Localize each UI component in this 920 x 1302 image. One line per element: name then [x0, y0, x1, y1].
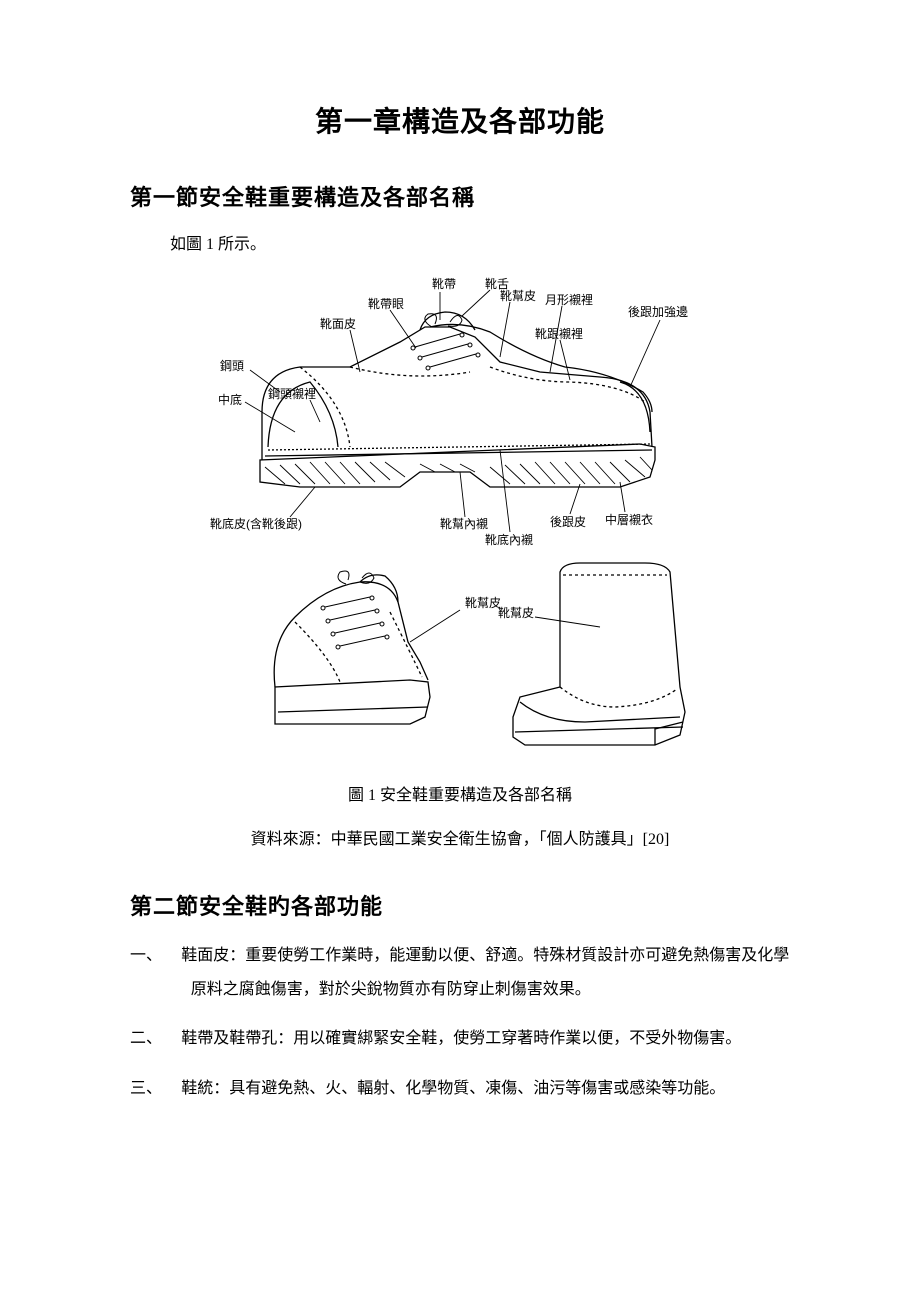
- item-text: 用以確實綁緊安全鞋，使勞工穿著時作業以便，不受外物傷害。: [293, 1030, 741, 1047]
- figure-1-caption: 圖 1 安全鞋重要構造及各部名稱: [130, 781, 790, 805]
- label-moon-lining: 月形襯裡: [545, 292, 593, 307]
- label-midsole: 中底: [218, 392, 242, 407]
- page: 第一章構造及各部功能 第一節安全鞋重要構造及各部名稱 如圖 1 所示。: [0, 0, 920, 1302]
- label-heel-reinforce: 後跟加強邊: [628, 305, 688, 319]
- figure-1-source: 資料來源：中華民國工業安全衛生協會，「個人防護具」[20]: [130, 825, 790, 849]
- list-item: 一、鞋面皮：重要使勞工作業時，能運動以便、舒適。特殊材質設計亦可避免熱傷害及化學…: [130, 939, 790, 1006]
- label-lace: 靴帶: [432, 277, 456, 291]
- label-quarter-2: 靴幫皮: [465, 595, 501, 610]
- item-text: 重要使勞工作業時，能運動以便、舒適。特殊材質設計亦可避免熱傷害及化學原料之腐蝕傷…: [191, 947, 789, 998]
- function-list: 一、鞋面皮：重要使勞工作業時，能運動以便、舒適。特殊材質設計亦可避免熱傷害及化學…: [130, 939, 790, 1105]
- label-sole-inner: 靴底內襯: [485, 532, 533, 547]
- label-steel-toe: 鋼頭: [220, 359, 244, 373]
- item-label: 鞋帶及鞋帶孔：: [181, 1030, 293, 1047]
- label-quarter-inner: 靴幫內襯: [440, 516, 488, 531]
- label-sole-with-heel: 靴底皮(含靴後跟): [210, 516, 302, 531]
- list-item: 二、鞋帶及鞋帶孔：用以確實綁緊安全鞋，使勞工穿著時作業以便，不受外物傷害。: [130, 1022, 790, 1056]
- item-label: 鞋面皮：: [181, 947, 245, 964]
- label-mid-lining: 中層襯衣: [605, 512, 653, 527]
- label-vamp: 靴面皮: [320, 317, 356, 331]
- item-label: 鞋統：: [181, 1080, 229, 1097]
- item-marker: 二、: [130, 1022, 181, 1056]
- label-eyelet: 靴帶眼: [368, 297, 404, 311]
- item-text: 具有避免熱、火、輻射、化學物質、凍傷、油污等傷害或感染等功能。: [229, 1080, 725, 1097]
- section1-intro: 如圖 1 所示。: [130, 230, 790, 254]
- label-steel-toe-lining: 鋼頭襯裡: [268, 386, 316, 401]
- figure-1: 靴帶 靴舌 靴帶眼 靴幫皮 月形襯裡 後跟加強邊 靴面皮 靴跟襯裡 鋼頭 中底 …: [130, 272, 790, 849]
- section1-title: 第一節安全鞋重要構造及各部名稱: [130, 180, 790, 212]
- safety-shoe-diagram: 靴帶 靴舌 靴帶眼 靴幫皮 月形襯裡 後跟加強邊 靴面皮 靴跟襯裡 鋼頭 中底 …: [200, 272, 720, 762]
- label-quarter: 靴幫皮: [500, 288, 536, 303]
- label-quarter-3: 靴幫皮: [498, 605, 534, 620]
- label-heel-back: 後跟皮: [550, 515, 586, 529]
- section2-title: 第二節安全鞋旳各部功能: [130, 889, 790, 921]
- item-marker: 三、: [130, 1072, 181, 1106]
- chapter-title: 第一章構造及各部功能: [130, 100, 790, 140]
- label-heel-lining: 靴跟襯裡: [535, 326, 583, 341]
- item-marker: 一、: [130, 939, 181, 973]
- list-item: 三、鞋統：具有避免熱、火、輻射、化學物質、凍傷、油污等傷害或感染等功能。: [130, 1072, 790, 1106]
